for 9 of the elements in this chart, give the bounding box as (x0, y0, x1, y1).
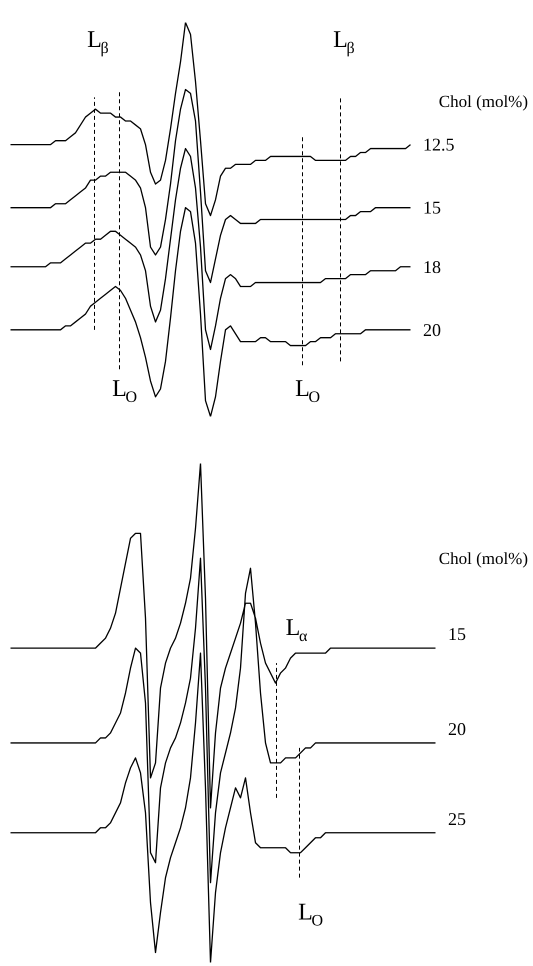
series-label: 15 (448, 624, 466, 644)
series-label: 15 (423, 198, 441, 218)
legend-title: Chol (mol%) (438, 92, 528, 111)
series-label: 25 (448, 808, 466, 829)
series-label: 12.5 (423, 134, 454, 155)
legend-title: Chol (mol%) (438, 548, 528, 568)
series-label: 18 (423, 256, 441, 277)
series-label: 20 (448, 718, 466, 739)
series-label: 20 (423, 320, 441, 340)
